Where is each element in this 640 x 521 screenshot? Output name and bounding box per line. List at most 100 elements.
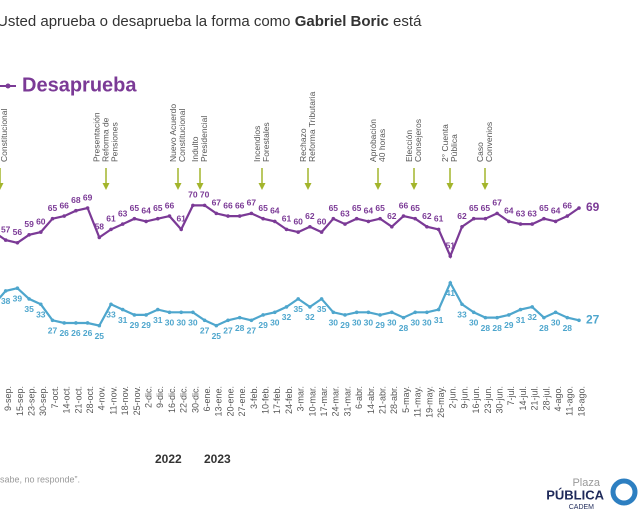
data-label: 31 xyxy=(516,315,526,325)
x-tick-label: 25-nov. xyxy=(132,386,142,415)
point xyxy=(366,310,371,315)
data-label: 30 xyxy=(270,318,280,328)
x-tick-label: 7-oct. xyxy=(50,386,60,409)
data-label: 66 xyxy=(59,200,69,210)
data-label: 28 xyxy=(492,323,502,333)
point xyxy=(50,318,55,323)
data-label: 58 xyxy=(95,222,105,232)
data-label: 63 xyxy=(516,208,526,218)
point xyxy=(226,214,230,218)
data-label: 26 xyxy=(71,328,81,338)
point xyxy=(425,224,429,229)
point xyxy=(27,232,31,237)
point xyxy=(577,206,581,210)
point xyxy=(3,238,8,242)
data-label: 63 xyxy=(340,208,350,218)
annotation-arrowhead xyxy=(0,183,4,190)
x-tick-label: 5-may. xyxy=(401,386,411,413)
point xyxy=(331,310,336,315)
annotation-arrowhead xyxy=(374,183,382,190)
point xyxy=(62,214,66,218)
data-label: 29 xyxy=(504,320,514,330)
annotation: 2° Cuenta xyxy=(440,124,450,162)
data-label: 31 xyxy=(434,315,444,325)
x-tick-label: 28-jul. xyxy=(541,386,551,411)
point xyxy=(331,216,336,221)
data-label: 65 xyxy=(130,203,140,213)
x-tick-label: 18-nov. xyxy=(120,386,130,415)
data-label: 29 xyxy=(130,320,140,330)
data-label: 27 xyxy=(200,326,210,336)
data-label: 70 xyxy=(188,190,198,200)
logo-text: PÚBLICA xyxy=(546,487,604,502)
x-tick-label: 22-dic. xyxy=(179,386,189,413)
point xyxy=(39,230,43,234)
point xyxy=(495,315,499,320)
point xyxy=(577,318,581,323)
data-label: 27 xyxy=(48,326,58,336)
annotation: Presentación xyxy=(91,112,101,162)
point xyxy=(261,313,265,317)
annotation: Elección xyxy=(404,130,414,162)
point xyxy=(27,297,31,301)
data-label: 28 xyxy=(235,323,245,333)
point xyxy=(156,307,160,312)
annotation-arrowhead xyxy=(174,183,182,190)
data-label: 65 xyxy=(153,203,163,213)
point xyxy=(530,305,534,309)
data-label: 61 xyxy=(434,214,444,224)
data-label: 27 xyxy=(247,326,257,336)
point xyxy=(460,302,464,307)
point xyxy=(565,214,570,218)
annotation: Constitucional xyxy=(177,108,187,162)
x-tick-label: 17-mar. xyxy=(319,386,329,417)
point xyxy=(132,216,137,221)
point xyxy=(542,315,546,320)
data-label: 59 xyxy=(24,219,34,229)
data-label: 30 xyxy=(165,318,175,328)
x-tick-label: 10-feb. xyxy=(260,386,270,414)
point xyxy=(319,297,324,301)
x-tick-label: 4-nov. xyxy=(97,386,107,410)
point xyxy=(436,307,441,312)
point xyxy=(495,211,499,216)
point xyxy=(15,286,20,291)
point xyxy=(167,310,172,315)
data-label: 60 xyxy=(317,216,327,226)
legend-dot xyxy=(5,83,11,89)
x-tick-label: 9-dic. xyxy=(155,386,165,408)
point xyxy=(120,307,125,312)
data-label: 27 xyxy=(586,312,600,326)
annotation: Caso xyxy=(475,142,485,162)
annotation-arrowhead xyxy=(196,183,204,190)
data-label: 68 xyxy=(71,195,81,205)
point xyxy=(390,224,394,229)
data-label: 62 xyxy=(457,211,467,221)
data-label: 62 xyxy=(422,211,432,221)
data-label: 57 xyxy=(1,224,11,234)
annotation: Nuevo Acuerdo xyxy=(168,104,178,162)
data-label: 64 xyxy=(141,206,151,216)
point xyxy=(448,254,453,258)
point xyxy=(50,216,55,221)
data-label: 65 xyxy=(481,203,491,213)
point xyxy=(343,313,347,317)
data-label: 70 xyxy=(200,190,210,200)
point xyxy=(401,315,406,320)
point xyxy=(97,323,102,328)
x-tick-label: 14-abr. xyxy=(366,386,376,414)
x-tick-label: 23-jun. xyxy=(483,386,493,414)
data-label: 35 xyxy=(317,304,327,314)
point xyxy=(226,318,230,323)
point xyxy=(191,203,195,208)
annotation-arrowhead xyxy=(481,183,489,190)
data-label: 32 xyxy=(282,312,292,322)
point xyxy=(518,222,523,226)
data-label: 56 xyxy=(13,227,23,237)
data-label: 28 xyxy=(399,323,409,333)
point xyxy=(518,307,523,312)
point xyxy=(507,219,511,224)
data-label: 30 xyxy=(352,318,362,328)
data-label: 33 xyxy=(106,310,116,320)
data-label: 65 xyxy=(375,203,385,213)
